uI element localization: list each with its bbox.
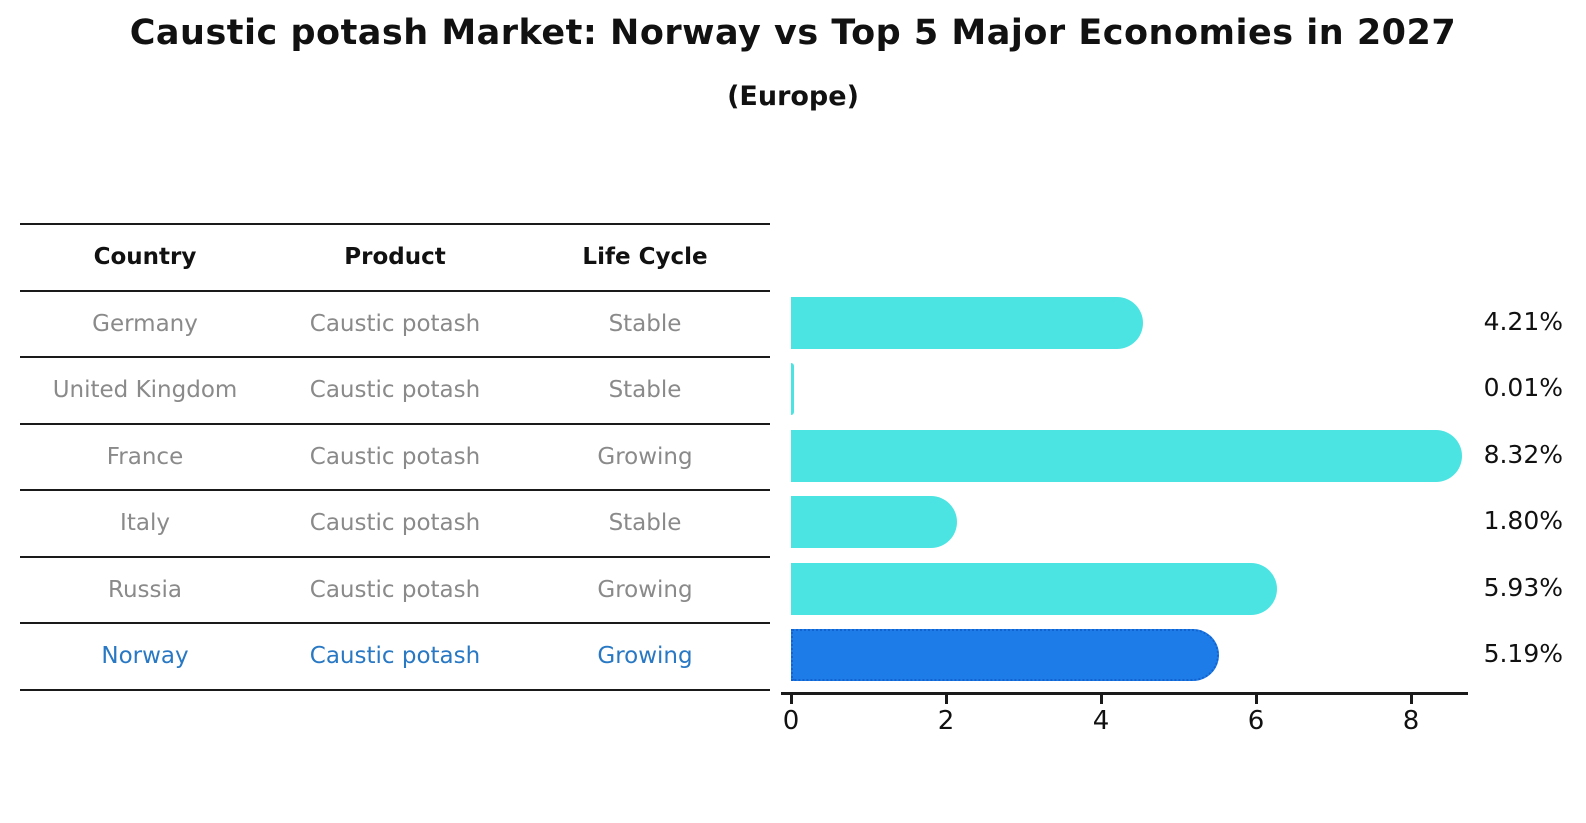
x-tick-label-6: 6 — [1247, 706, 1265, 736]
table-row-italy: Italy Caustic potash Stable — [20, 489, 770, 556]
cell-country: United Kingdom — [52, 377, 238, 404]
cell-life-cycle: Stable — [608, 510, 682, 537]
x-tick-mark-4 — [1099, 695, 1103, 704]
col-header-product: Product — [344, 244, 446, 271]
table-row-united-kingdom: United Kingdom Caustic potash Stable — [20, 356, 770, 423]
bar-france — [791, 429, 1462, 482]
cell-life-cycle: Growing — [597, 443, 693, 470]
cell-life-cycle: Stable — [608, 377, 682, 404]
cell-product: Caustic potash — [309, 377, 481, 404]
table-row-norway: Norway Caustic potash Growing — [20, 622, 770, 689]
x-tick-mark-8 — [1409, 695, 1413, 704]
cell-country: Germany — [92, 310, 198, 337]
cell-country: Russia — [108, 576, 182, 603]
value-label-italy: 1.80% — [1483, 506, 1563, 536]
x-tick-mark-0 — [789, 695, 793, 704]
x-tick-mark-2 — [944, 695, 948, 704]
col-header-country: Country — [93, 244, 197, 271]
bar-united-kingdom — [791, 363, 795, 416]
table-row-russia: Russia Caustic potash Growing — [20, 555, 770, 623]
x-tick-label-4: 4 — [1092, 706, 1110, 736]
cell-product: Caustic potash — [309, 443, 481, 470]
x-tick-label-2: 2 — [937, 706, 955, 736]
table-header-row: Country Product Life Cycle — [20, 223, 770, 290]
cell-product: Caustic potash — [309, 576, 481, 603]
value-label-germany: 4.21% — [1483, 306, 1563, 336]
x-tick-label-0: 0 — [782, 706, 800, 736]
value-label-norway: 5.19% — [1483, 639, 1563, 669]
cell-country: Norway — [101, 643, 189, 670]
col-header-life-cycle: Life Cycle — [582, 244, 708, 271]
cell-country: Italy — [120, 510, 170, 537]
chart-title: Caustic potash Market: Norway vs Top 5 M… — [129, 13, 1457, 53]
bar-russia — [791, 562, 1277, 615]
value-label-france: 8.32% — [1483, 439, 1563, 469]
bar-italy — [791, 496, 957, 549]
cell-life-cycle: Growing — [597, 576, 693, 603]
x-axis-line — [781, 692, 1468, 695]
cell-product: Caustic potash — [309, 510, 481, 537]
cell-country: France — [106, 443, 184, 470]
table-rows: Germany Caustic potash Stable United Kin… — [20, 289, 770, 689]
x-tick-label-8: 8 — [1402, 706, 1420, 736]
cell-life-cycle: Stable — [608, 310, 682, 337]
bar-germany — [791, 296, 1144, 349]
table-row-france: France Caustic potash Growing — [20, 422, 770, 490]
country-table: Country Product Life Cycle Germany Caust… — [20, 223, 770, 691]
chart-subtitle: (Europe) — [727, 81, 859, 112]
x-tick-mark-6 — [1254, 695, 1258, 704]
cell-life-cycle: Growing — [597, 643, 693, 670]
cell-product: Caustic potash — [309, 643, 481, 670]
cell-product: Caustic potash — [309, 310, 481, 337]
value-label-united-kingdom: 0.01% — [1483, 373, 1563, 403]
table-row-germany: Germany Caustic potash Stable — [20, 289, 770, 357]
bar-norway — [791, 629, 1220, 682]
value-label-russia: 5.93% — [1483, 572, 1563, 602]
